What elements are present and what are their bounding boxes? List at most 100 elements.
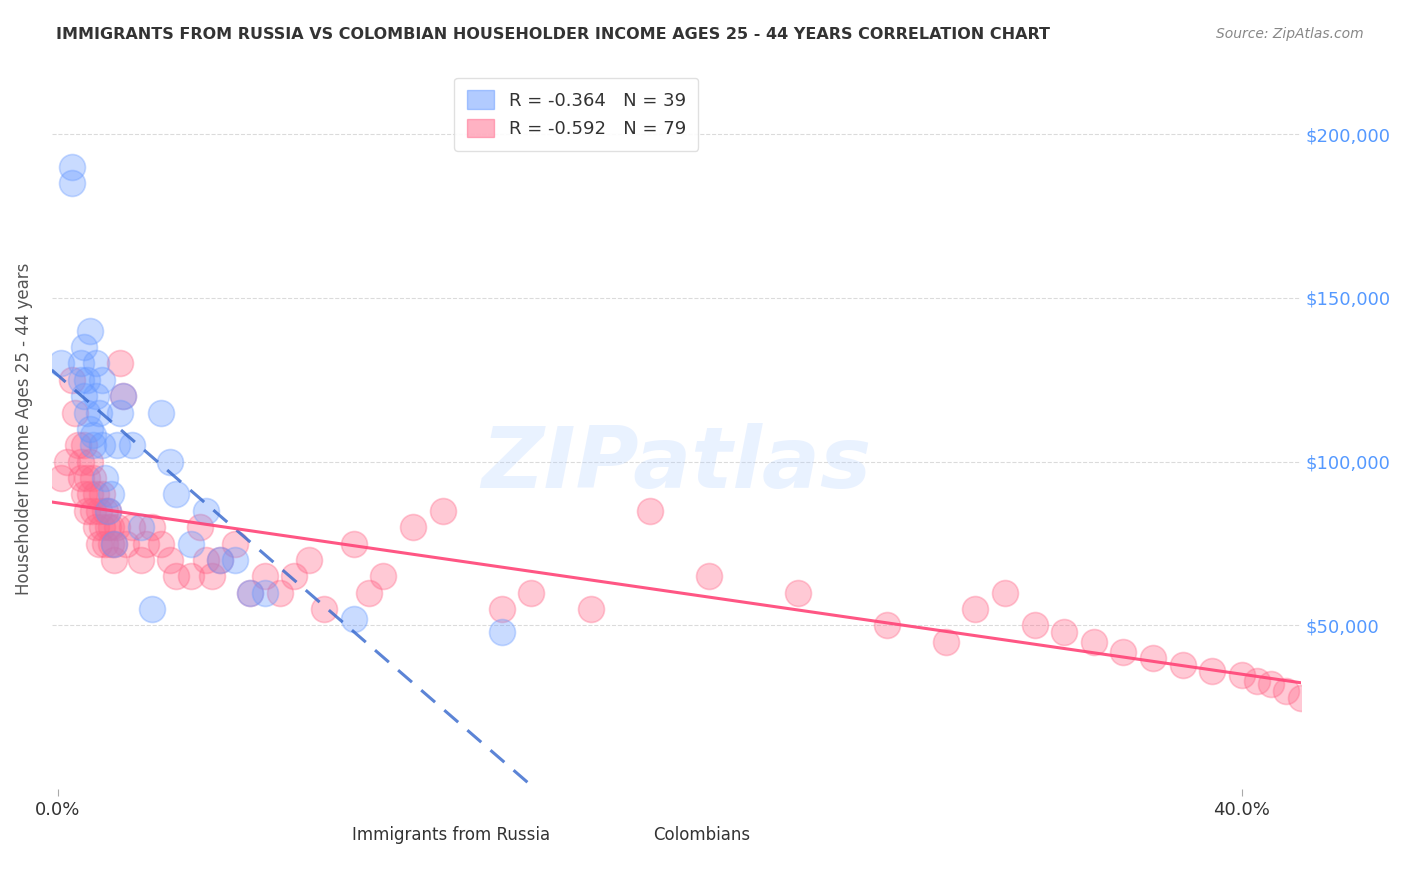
- Point: [201, 569, 224, 583]
- Point: [253, 569, 276, 583]
- Point: [935, 635, 957, 649]
- Point: [97, 504, 120, 518]
- Point: [73, 389, 96, 403]
- Point: [491, 625, 513, 640]
- Point: [1112, 645, 1135, 659]
- Point: [70, 455, 93, 469]
- Point: [55, 455, 77, 469]
- Text: Colombians: Colombians: [652, 826, 749, 844]
- Point: [82, 471, 104, 485]
- Point: [965, 602, 987, 616]
- Point: [70, 471, 93, 485]
- Point: [343, 612, 366, 626]
- Point: [70, 356, 93, 370]
- Point: [1260, 677, 1282, 691]
- Point: [188, 520, 211, 534]
- Point: [82, 504, 104, 518]
- Point: [1289, 690, 1312, 705]
- Text: ZIPatlas: ZIPatlas: [481, 424, 872, 507]
- Point: [1053, 625, 1076, 640]
- Point: [108, 356, 131, 370]
- Point: [100, 487, 122, 501]
- Point: [62, 176, 84, 190]
- Point: [239, 585, 262, 599]
- Point: [180, 536, 202, 550]
- Point: [100, 536, 122, 550]
- Point: [103, 536, 125, 550]
- Point: [79, 455, 101, 469]
- Point: [73, 340, 96, 354]
- Point: [97, 520, 120, 534]
- Point: [87, 504, 110, 518]
- Point: [76, 471, 98, 485]
- Point: [209, 553, 232, 567]
- Point: [298, 553, 321, 567]
- Point: [520, 585, 543, 599]
- Point: [76, 405, 98, 419]
- Point: [1083, 635, 1105, 649]
- Text: Immigrants from Russia: Immigrants from Russia: [353, 826, 551, 844]
- Point: [91, 520, 114, 534]
- Point: [91, 487, 114, 501]
- Point: [697, 569, 720, 583]
- Point: [87, 536, 110, 550]
- Point: [79, 487, 101, 501]
- Point: [76, 373, 98, 387]
- Y-axis label: Householder Income Ages 25 - 44 years: Householder Income Ages 25 - 44 years: [15, 262, 32, 595]
- Point: [994, 585, 1017, 599]
- Point: [1230, 667, 1253, 681]
- Point: [253, 585, 276, 599]
- Point: [224, 553, 246, 567]
- Point: [159, 553, 181, 567]
- Point: [105, 438, 128, 452]
- Point: [84, 520, 107, 534]
- Point: [239, 585, 262, 599]
- Point: [876, 618, 898, 632]
- Point: [114, 536, 136, 550]
- Point: [73, 438, 96, 452]
- Point: [103, 536, 125, 550]
- Point: [1275, 684, 1298, 698]
- Point: [314, 602, 336, 616]
- Point: [1024, 618, 1046, 632]
- Point: [194, 504, 217, 518]
- Point: [786, 585, 808, 599]
- Point: [224, 536, 246, 550]
- Point: [49, 471, 72, 485]
- Point: [94, 471, 117, 485]
- Point: [84, 487, 107, 501]
- Point: [402, 520, 425, 534]
- Point: [141, 520, 163, 534]
- Point: [150, 405, 173, 419]
- Point: [65, 405, 87, 419]
- Point: [135, 536, 157, 550]
- Point: [79, 324, 101, 338]
- Point: [165, 569, 187, 583]
- Text: IMMIGRANTS FROM RUSSIA VS COLOMBIAN HOUSEHOLDER INCOME AGES 25 - 44 YEARS CORREL: IMMIGRANTS FROM RUSSIA VS COLOMBIAN HOUS…: [56, 27, 1050, 42]
- Point: [105, 520, 128, 534]
- Point: [180, 569, 202, 583]
- Point: [129, 520, 152, 534]
- Point: [100, 520, 122, 534]
- Point: [150, 536, 173, 550]
- Point: [357, 585, 380, 599]
- Point: [82, 428, 104, 442]
- Point: [1201, 665, 1223, 679]
- Point: [94, 536, 117, 550]
- Point: [84, 356, 107, 370]
- Point: [62, 160, 84, 174]
- Point: [79, 422, 101, 436]
- Point: [97, 504, 120, 518]
- Point: [165, 487, 187, 501]
- Point: [283, 569, 305, 583]
- Point: [73, 487, 96, 501]
- Point: [194, 553, 217, 567]
- Point: [1142, 651, 1164, 665]
- Point: [76, 504, 98, 518]
- Legend: R = -0.364   N = 39, R = -0.592   N = 79: R = -0.364 N = 39, R = -0.592 N = 79: [454, 78, 699, 151]
- Point: [108, 405, 131, 419]
- Point: [49, 356, 72, 370]
- Point: [373, 569, 395, 583]
- Point: [159, 455, 181, 469]
- Point: [91, 438, 114, 452]
